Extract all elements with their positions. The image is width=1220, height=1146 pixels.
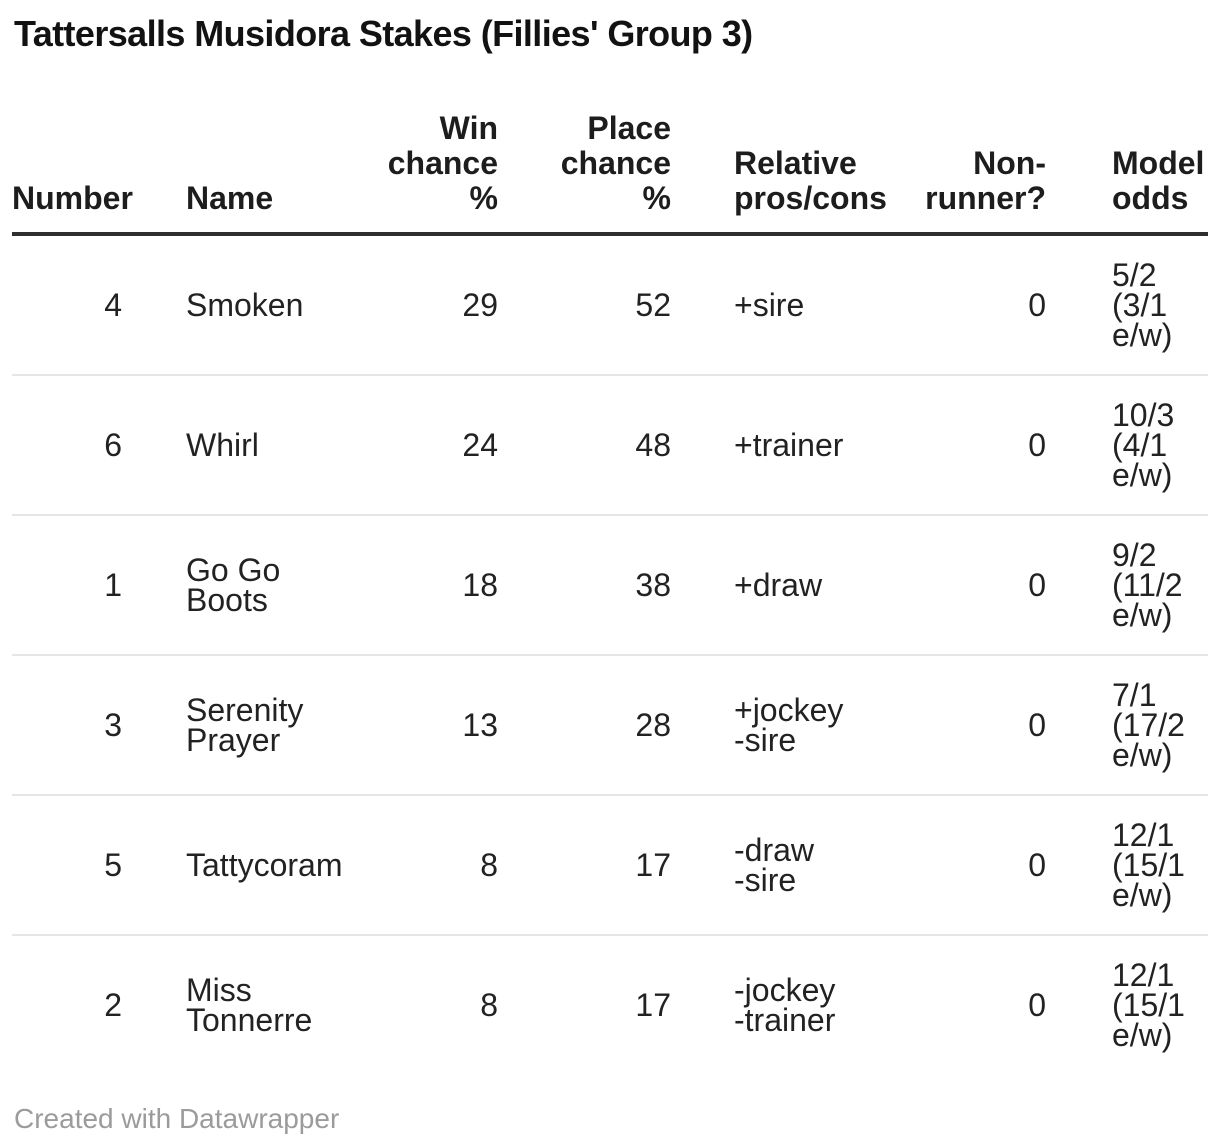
cell-model-odds: 12/1 (15/1 e/w) bbox=[1046, 934, 1208, 1074]
column-header-place-chance: Place chance % bbox=[498, 56, 671, 236]
table-row: 5 Tattycoram 8 17 -draw -sire 0 12/1 (15… bbox=[12, 794, 1208, 935]
column-header-number: Number bbox=[12, 56, 133, 236]
cell-win-chance: 24 bbox=[352, 374, 498, 515]
cell-win-chance: 13 bbox=[352, 654, 498, 795]
column-header-name: Name bbox=[122, 56, 352, 236]
cell-place-chance: 28 bbox=[498, 654, 671, 795]
cell-place-chance: 38 bbox=[498, 514, 671, 655]
cell-place-chance: 48 bbox=[498, 374, 671, 515]
column-header-non-runner: Non- runner? bbox=[900, 56, 1046, 236]
cell-model-odds: 9/2 (11/2 e/w) bbox=[1046, 514, 1208, 655]
cell-name: Tattycoram bbox=[122, 794, 352, 935]
cell-name: Whirl bbox=[122, 374, 352, 515]
datawrapper-credit-link[interactable]: Created with Datawrapper bbox=[14, 1103, 340, 1134]
cell-model-odds: 12/1 (15/1 e/w) bbox=[1046, 794, 1208, 935]
cell-pros-cons: +trainer bbox=[671, 374, 900, 515]
cell-pros-cons: -jockey -trainer bbox=[671, 934, 900, 1074]
cell-non-runner: 0 bbox=[900, 374, 1046, 515]
cell-number: 1 bbox=[12, 514, 122, 655]
column-header-win-chance: Win chance % bbox=[352, 56, 498, 236]
cell-number: 2 bbox=[12, 934, 122, 1074]
column-header-pros-cons: Relative pros/cons bbox=[671, 56, 900, 236]
cell-number: 4 bbox=[104, 287, 122, 323]
cell-name: Smoken bbox=[186, 287, 304, 323]
cell-non-runner: 0 bbox=[900, 794, 1046, 935]
table-row: 3 Serenity Prayer 13 28 +jockey -sire 0 … bbox=[12, 654, 1208, 795]
cell-pros-cons: +jockey -sire bbox=[671, 654, 900, 795]
page-title: Tattersalls Musidora Stakes (Fillies' Gr… bbox=[14, 13, 753, 54]
cell-place-chance: 17 bbox=[498, 934, 671, 1074]
horse-odds-table: Number Name Win chance % Place chance % … bbox=[12, 56, 1208, 1074]
cell-pros-cons: +sire bbox=[734, 287, 805, 323]
cell-number: 5 bbox=[12, 794, 122, 935]
cell-win-chance: 18 bbox=[352, 514, 498, 655]
cell-place-chance: 52 bbox=[635, 287, 671, 323]
cell-name: Go Go Boots bbox=[122, 514, 352, 655]
table-row: 4 Smoken 29 52 +sire 0 5/2 (3/1 e/w) bbox=[12, 234, 1208, 375]
cell-non-runner: 0 bbox=[1028, 287, 1046, 323]
table-row: 2 Miss Tonnerre 8 17 -jockey -trainer 0 … bbox=[12, 934, 1208, 1074]
cell-name: Miss Tonnerre bbox=[122, 934, 352, 1074]
cell-model-odds: 5/2 (3/1 e/w) bbox=[1112, 257, 1173, 353]
cell-non-runner: 0 bbox=[900, 654, 1046, 795]
cell-non-runner: 0 bbox=[900, 934, 1046, 1074]
table-header: Number Name Win chance % Place chance % … bbox=[12, 56, 1208, 236]
cell-win-chance: 29 bbox=[462, 287, 498, 323]
cell-win-chance: 8 bbox=[352, 794, 498, 935]
table-row: 6 Whirl 24 48 +trainer 0 10/3 (4/1 e/w) bbox=[12, 374, 1208, 515]
cell-number: 6 bbox=[12, 374, 122, 515]
cell-number: 3 bbox=[12, 654, 122, 795]
cell-pros-cons: +draw bbox=[671, 514, 900, 655]
cell-name: Serenity Prayer bbox=[122, 654, 352, 795]
cell-win-chance: 8 bbox=[352, 934, 498, 1074]
cell-model-odds: 7/1 (17/2 e/w) bbox=[1046, 654, 1208, 795]
cell-pros-cons: -draw -sire bbox=[671, 794, 900, 935]
table-row: 1 Go Go Boots 18 38 +draw 0 9/2 (11/2 e/… bbox=[12, 514, 1208, 655]
column-header-model-odds: Model odds bbox=[1046, 56, 1208, 236]
cell-place-chance: 17 bbox=[498, 794, 671, 935]
cell-non-runner: 0 bbox=[900, 514, 1046, 655]
cell-model-odds: 10/3 (4/1 e/w) bbox=[1046, 374, 1208, 515]
